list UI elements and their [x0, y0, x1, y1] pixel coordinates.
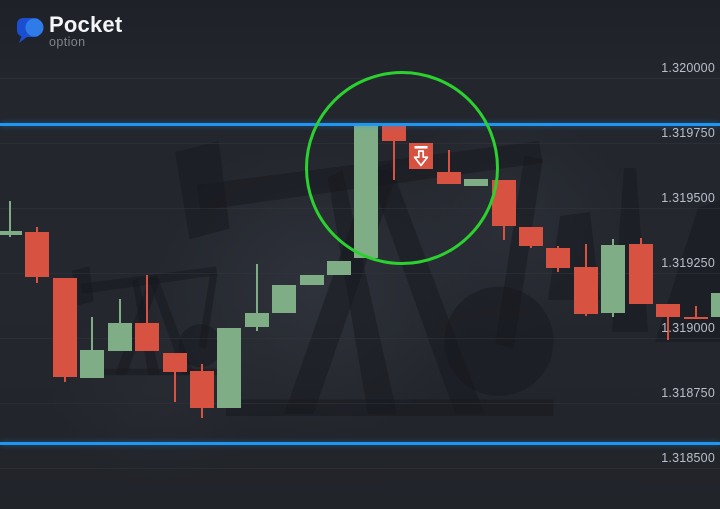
- price-axis-label: 1.319000: [661, 321, 715, 335]
- price-axis-label: 1.318750: [661, 386, 715, 400]
- bear-candle-body: [518, 226, 543, 246]
- price-axis-label: 1.319250: [661, 256, 715, 270]
- bull-candle-body: [272, 284, 297, 314]
- price-axis-label: 1.319750: [661, 126, 715, 140]
- bull-candle-body: [710, 293, 720, 317]
- bear-candle-body: [189, 371, 214, 408]
- gridline: [0, 77, 720, 79]
- bull-candle-body: [299, 275, 324, 285]
- gridline: [0, 272, 720, 274]
- bear-candle-wick: [667, 303, 670, 341]
- bear-candle-body: [573, 267, 598, 315]
- support-line: [0, 442, 720, 446]
- bull-candle-wick: [91, 316, 94, 379]
- gridline: [0, 402, 720, 404]
- bear-candle-body: [52, 277, 77, 377]
- bear-candle-body: [546, 248, 571, 269]
- bear-candle-wick: [173, 353, 176, 402]
- bull-candle-body: [327, 261, 352, 276]
- bear-candle-body: [162, 353, 187, 373]
- bull-candle-body: [244, 313, 269, 328]
- down-arrow-marker: [411, 145, 431, 169]
- bear-candle-body: [628, 243, 653, 304]
- bull-candle-body: [217, 328, 242, 408]
- bull-candle-body: [107, 322, 132, 351]
- bull-candle-wick: [255, 263, 258, 331]
- bull-candle-wick: [9, 200, 11, 238]
- gridline: [0, 467, 720, 469]
- price-axis-label: 1.319500: [661, 191, 715, 205]
- bull-candle-body: [0, 230, 22, 236]
- bear-candle-wick: [694, 306, 697, 320]
- price-axis-label: 1.318500: [661, 451, 715, 465]
- brand-subtitle: option: [49, 35, 86, 49]
- bear-candle-body: [683, 316, 708, 320]
- price-axis-label: 1.320000: [661, 61, 715, 75]
- bull-candle-body: [601, 244, 626, 314]
- bear-candle-body: [135, 322, 160, 351]
- bear-candle-body: [25, 231, 50, 277]
- gridline: [0, 337, 720, 339]
- pocket-option-logo-icon: [17, 18, 44, 43]
- brand-name: Pocket: [49, 12, 123, 37]
- bear-candle-body: [656, 303, 681, 317]
- pocket-option-logo: Pocket option: [17, 12, 123, 49]
- bull-candle-body: [80, 349, 105, 379]
- highlight-circle-annotation: [305, 71, 500, 266]
- bear-candle-wick: [146, 275, 149, 351]
